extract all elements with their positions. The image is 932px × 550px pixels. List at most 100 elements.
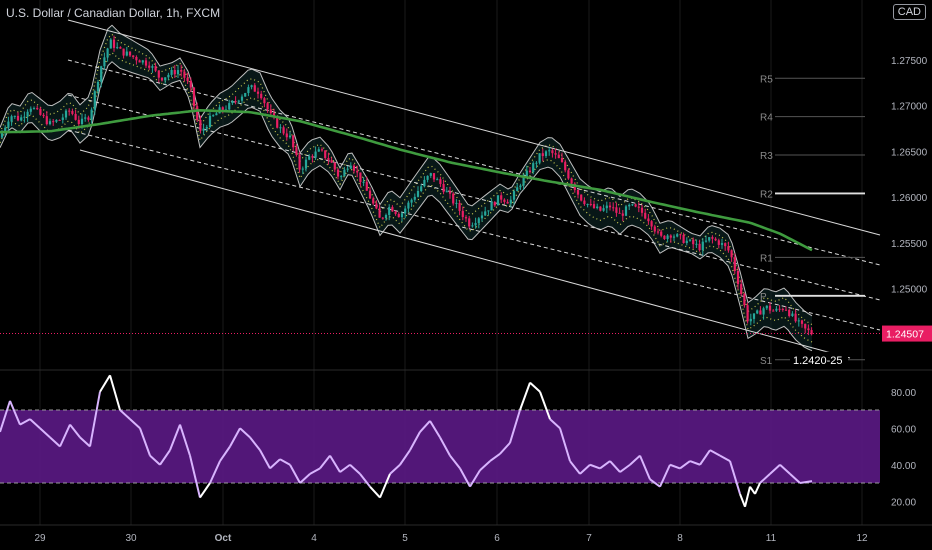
candle-body (612, 207, 615, 209)
rsi-segment (139, 427, 151, 456)
rsi-segment (129, 418, 141, 429)
rsi-segment (669, 463, 681, 470)
rsi-segment (109, 375, 121, 411)
rsi-segment (659, 464, 671, 488)
last-price-label: 1.24507 (886, 329, 924, 341)
candle-body (320, 149, 324, 151)
rsi-segment (119, 409, 131, 420)
candle-body (666, 235, 669, 239)
candle-body (135, 56, 138, 61)
candle-body (295, 147, 298, 155)
candle-body (20, 117, 23, 121)
rsi-segment (619, 463, 631, 473)
candle-body (64, 110, 68, 118)
rsi-segment (799, 480, 813, 484)
rsi-segment (709, 449, 721, 457)
time-tick-label: 6 (494, 533, 500, 544)
rsi-segment (239, 427, 251, 439)
candle-body (71, 111, 74, 114)
candle-body (548, 150, 551, 152)
rsi-segment (459, 467, 471, 488)
currency-badge[interactable]: CAD (892, 4, 926, 20)
rsi-segment (19, 418, 31, 426)
price-tick-label: 1.25000 (891, 285, 928, 296)
rsi-segment (389, 464, 401, 475)
candle-body (58, 119, 61, 121)
price-tick-label: 1.27500 (891, 56, 928, 67)
rsi-segment (69, 423, 81, 438)
candle-body (314, 151, 317, 158)
rsi-segment (499, 442, 511, 455)
rsi-segment (579, 464, 591, 475)
candle-body (298, 154, 301, 170)
rsi-segment (739, 493, 746, 508)
candle-body (452, 193, 455, 204)
candle-body (765, 305, 768, 309)
candle-body (221, 107, 224, 110)
support-label: 1.2420-25 (793, 355, 843, 367)
rsi-segment (349, 464, 361, 475)
candle-body (557, 154, 560, 159)
candle-body (679, 234, 682, 236)
candle-body (368, 190, 372, 199)
candle-body (324, 150, 327, 159)
rsi-segment (259, 449, 271, 469)
candle-body (237, 100, 240, 102)
candle-body (308, 156, 311, 160)
rsi-segment (509, 409, 521, 444)
candle-body (704, 240, 708, 242)
candle-body (797, 320, 800, 322)
candle-body (727, 246, 730, 251)
pivot-label-p: P (760, 292, 767, 303)
candle-body (554, 153, 557, 155)
candle-body (87, 117, 90, 120)
rsi-segment (689, 460, 701, 466)
candle-body (695, 243, 698, 245)
rsi-segment (29, 418, 41, 429)
candle-body (692, 239, 695, 245)
candle-body (292, 135, 295, 148)
time-tick-label: 29 (34, 533, 46, 544)
candle-body (477, 218, 480, 224)
candle-body (778, 308, 781, 310)
candle-body (359, 172, 362, 182)
candle-body (372, 198, 375, 204)
candle-body (669, 235, 672, 238)
candle-body (349, 165, 352, 169)
candle-body (807, 328, 810, 331)
moving-average-line (0, 108, 813, 252)
candle-body (39, 108, 42, 115)
candle-body (781, 308, 784, 310)
candle-body (685, 240, 688, 244)
candle-body (228, 103, 231, 110)
candle-body (791, 313, 794, 317)
candle-body (154, 66, 157, 71)
candle-body (474, 223, 477, 226)
rsi-segment (399, 449, 411, 466)
candle-body (45, 116, 48, 125)
candle-body (416, 190, 420, 197)
candle-body (26, 111, 29, 117)
rsi-segment (754, 482, 761, 495)
candle-body (333, 162, 336, 170)
candle-body (212, 115, 215, 117)
candle-body (804, 323, 807, 329)
rsi-segment (409, 431, 421, 451)
candle-body (365, 181, 368, 191)
candle-body (55, 119, 58, 122)
candle-body (532, 163, 535, 173)
candle-body (346, 168, 349, 170)
candle-body (509, 199, 512, 204)
rsi-panel: 80.00 60.00 40.00 20.00 (0, 374, 916, 508)
candle-body (487, 210, 490, 212)
candle-body (199, 119, 202, 131)
rsi-segment (379, 473, 391, 498)
channel-mid (67, 94, 881, 301)
candle-body (445, 191, 448, 193)
rsi-segment (0, 400, 11, 433)
rsi-segment (469, 469, 481, 488)
candle-body (231, 101, 234, 104)
candle-body (775, 308, 778, 311)
candle-body (266, 103, 269, 110)
